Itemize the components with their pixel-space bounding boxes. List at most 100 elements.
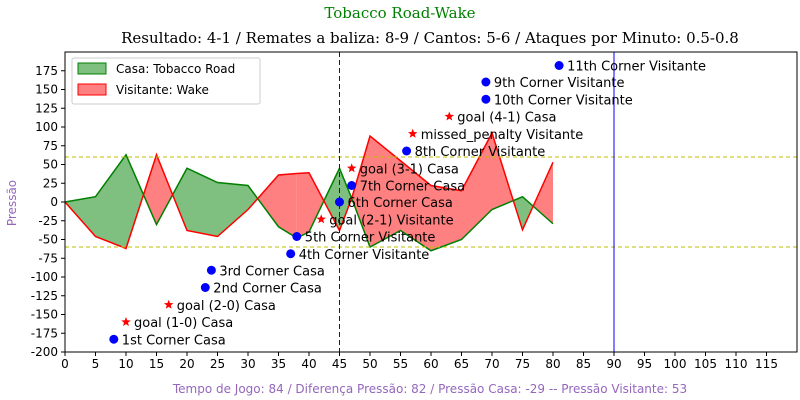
- series-line-home: [64, 153, 554, 252]
- y-tick-label: -175: [31, 326, 58, 340]
- corner-marker: [481, 94, 491, 104]
- event-label: 11th Corner Visitante: [567, 60, 706, 75]
- goal-marker: [346, 163, 357, 173]
- event-label: missed_penalty Visitante: [421, 128, 584, 143]
- y-tick-label: 75: [43, 139, 58, 153]
- x-tick-label: 110: [725, 357, 748, 371]
- legend-swatch-home: [77, 62, 107, 75]
- area-segment: [187, 168, 218, 237]
- x-tick-label: 25: [210, 357, 225, 371]
- x-tick-label: 15: [149, 357, 164, 371]
- x-tick-label: 30: [240, 357, 255, 371]
- goal-marker: [407, 128, 418, 138]
- legend-label-away: Visitante: Wake: [116, 83, 209, 97]
- area-segment: [400, 160, 431, 251]
- x-tick-label: 90: [606, 357, 621, 371]
- legend-label-home: Casa: Tobacco Road: [116, 62, 235, 76]
- area-segment: [461, 133, 492, 240]
- y-tick-label: -150: [31, 308, 58, 322]
- legend-swatch-away: [77, 83, 107, 96]
- area-segment: [533, 162, 553, 224]
- y-tick-label: 50: [43, 158, 58, 172]
- chart-subtitle: Resultado: 4-1 / Remates a baliza: 8-9 /…: [121, 29, 739, 47]
- event-label: 8th Corner Visitante: [415, 145, 546, 160]
- corner-marker: [335, 197, 344, 207]
- x-tick-label: 115: [755, 357, 778, 371]
- y-tick-label: -75: [38, 251, 58, 265]
- area-segment: [126, 154, 144, 249]
- x-tick-label: 95: [637, 357, 652, 371]
- x-tick-label: 10: [118, 357, 133, 371]
- area-segment: [323, 168, 340, 231]
- legend-box: [71, 57, 261, 105]
- y-tick-label: 150: [35, 83, 58, 97]
- event-label: 9th Corner Visitante: [494, 76, 625, 91]
- area-segment: [296, 172, 309, 238]
- area-segment: [156, 154, 173, 225]
- x-tick-label: 80: [545, 357, 560, 371]
- corner-marker: [554, 61, 564, 70]
- event-label: 7th Corner Casa: [360, 180, 465, 195]
- area-segment: [248, 185, 258, 210]
- corner-marker: [286, 249, 296, 259]
- y-tick-label: 100: [35, 120, 58, 134]
- corner-marker: [200, 283, 210, 292]
- event-label: 5th Corner Visitante: [305, 231, 436, 246]
- area-segment: [257, 175, 279, 227]
- corner-marker: [292, 232, 302, 241]
- x-tick-label: 85: [576, 357, 591, 371]
- y-tick-label: 25: [43, 176, 58, 190]
- corner-marker: [206, 265, 216, 275]
- x-tick-label: 50: [362, 357, 377, 371]
- area-segment: [143, 154, 157, 225]
- area-segment: [351, 136, 370, 247]
- corner-marker: [347, 181, 357, 190]
- area-segment: [522, 196, 534, 230]
- x-tick-label: 55: [393, 357, 408, 371]
- corner-marker: [109, 334, 119, 344]
- x-tick-label: 20: [179, 357, 194, 371]
- x-tick-label: 105: [694, 357, 717, 371]
- area-segment: [217, 182, 248, 237]
- event-label: 4th Corner Visitante: [299, 248, 430, 263]
- chart-title: Tobacco Road-Wake: [324, 4, 475, 22]
- area-segment: [431, 185, 462, 251]
- x-tick-label: 70: [484, 357, 499, 371]
- area-segment: [339, 168, 352, 231]
- area-segment: [309, 172, 324, 232]
- event-label: 6th Corner Casa: [348, 196, 453, 211]
- x-tick-label: 100: [664, 357, 687, 371]
- y-tick-label: 0: [50, 195, 58, 209]
- y-tick-label: -200: [31, 345, 58, 359]
- x-tick-label: 45: [332, 357, 347, 371]
- area-segment: [95, 154, 126, 249]
- x-tick-label: 5: [92, 357, 100, 371]
- area-segment: [172, 168, 187, 231]
- event-label: goal (4-1) Casa: [457, 111, 556, 126]
- corner-marker: [481, 77, 491, 87]
- goal-marker: [444, 111, 455, 121]
- y-tick-label: -100: [31, 270, 58, 284]
- series-line-away: [64, 131, 554, 250]
- event-label: goal (2-1) Visitante: [329, 213, 453, 228]
- x-tick-label: 40: [301, 357, 316, 371]
- event-label: 3rd Corner Casa: [219, 264, 324, 279]
- x-tick-label: 0: [61, 357, 69, 371]
- plot-area: 0 5 10 15 20 25 30 35 40 45 50 55 60 65 70 75 80 85 90 95 10…: [31, 51, 798, 371]
- x-tick-label: 75: [515, 357, 530, 371]
- x-tick-label: 65: [454, 357, 469, 371]
- area-segment: [370, 136, 401, 247]
- event-label: 1st Corner Casa: [122, 333, 226, 348]
- event-label: goal (2-0) Casa: [177, 299, 276, 314]
- y-tick-label: -25: [38, 214, 58, 228]
- event-label: goal (1-0) Casa: [134, 316, 233, 331]
- y-tick-label: -125: [31, 289, 58, 303]
- goal-marker: [316, 214, 326, 224]
- area-segment: [65, 196, 96, 237]
- event-label: goal (3-1) Casa: [360, 162, 459, 177]
- x-tick-label: 35: [271, 357, 286, 371]
- event-label: 10th Corner Visitante: [494, 93, 633, 108]
- y-tick-label: -50: [38, 233, 58, 247]
- x-tick-label: 60: [423, 357, 438, 371]
